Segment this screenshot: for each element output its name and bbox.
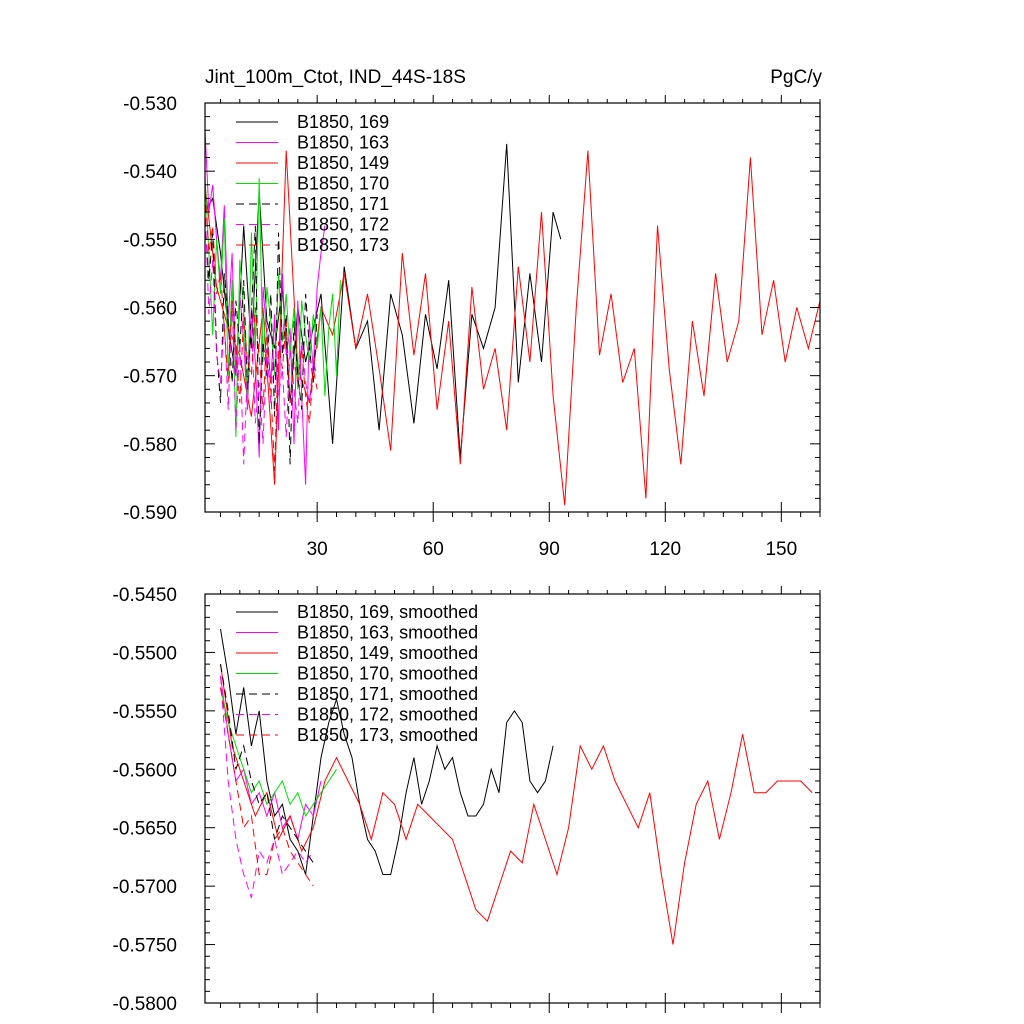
legend-label: B1850, 171, smoothed	[297, 684, 478, 704]
series-line	[204, 150, 821, 506]
chart-title: Jint_100m_Ctot, IND_44S-18S	[205, 67, 466, 88]
series-line	[220, 664, 314, 864]
legend-label: B1850, 169	[297, 112, 389, 132]
y-tick-label: -0.540	[123, 162, 177, 183]
y-tick-label: -0.590	[123, 503, 177, 524]
series-line	[220, 687, 314, 887]
legend-label: B1850, 163	[297, 133, 389, 153]
series-line	[204, 177, 341, 438]
series-line	[204, 205, 318, 465]
legend-label: B1850, 171	[297, 194, 389, 214]
series-line	[204, 218, 318, 465]
plot-frame	[204, 593, 821, 1004]
units-label: PgC/y	[770, 67, 822, 88]
legend-label: B1850, 169, smoothed	[297, 602, 478, 622]
y-tick-label: -0.5700	[113, 877, 177, 898]
y-tick-label: -0.580	[123, 435, 177, 456]
y-tick-label: -0.560	[123, 299, 177, 320]
y-tick-label: -0.570	[123, 367, 177, 388]
top-panel: Jint_100m_Ctot, IND_44S-18S PgC/y -0.530…	[123, 67, 822, 560]
y-tick-label: -0.5500	[113, 643, 177, 664]
legend-label: B1850, 170, smoothed	[297, 664, 478, 684]
series-line	[220, 675, 322, 842]
series-line	[204, 191, 318, 472]
legend-label: B1850, 170	[297, 174, 389, 194]
legend-label: B1850, 163, smoothed	[297, 623, 478, 643]
series-line	[220, 629, 554, 875]
y-tick-label: -0.5550	[113, 702, 177, 723]
y-tick-label: -0.5800	[113, 994, 177, 1015]
y-tick-label: -0.5750	[113, 936, 177, 957]
y-tick-label: -0.530	[123, 94, 177, 115]
bottom-panel: -0.5450 -0.5500 -0.5550 -0.5600 -0.5650 -0.57…	[113, 585, 821, 1015]
series-line	[204, 130, 326, 485]
x-tick-label: 30	[307, 539, 328, 560]
legend-label: B1850, 172, smoothed	[297, 705, 478, 725]
legend-label: B1850, 149	[297, 153, 389, 173]
legend-label: B1850, 149, smoothed	[297, 643, 478, 663]
y-tick-label: -0.5600	[113, 760, 177, 781]
x-tick-label: 90	[539, 539, 560, 560]
legend-label: B1850, 173, smoothed	[297, 725, 478, 745]
y-tick-label: -0.5450	[113, 585, 177, 606]
x-tick-label: 120	[649, 539, 681, 560]
x-tick-label: 150	[765, 539, 797, 560]
legend-label: B1850, 173	[297, 235, 389, 255]
series-line	[220, 664, 813, 945]
x-tick-label: 60	[423, 539, 444, 560]
y-tick-label: -0.5650	[113, 819, 177, 840]
y-tick-label: -0.550	[123, 230, 177, 251]
series-line	[220, 675, 314, 898]
legend-label: B1850, 172	[297, 215, 389, 235]
